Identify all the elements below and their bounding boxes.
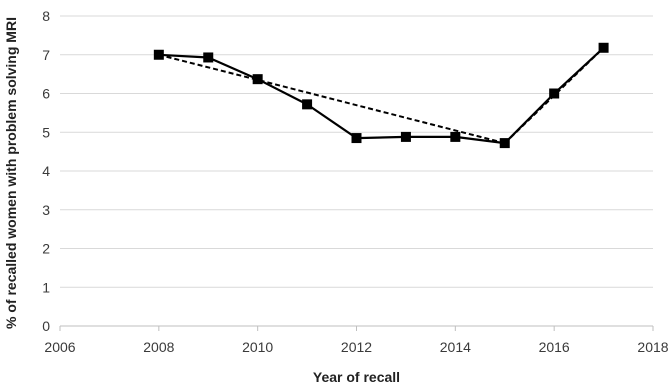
x-tick-label: 2006	[44, 339, 75, 355]
x-tick-label: 2016	[539, 339, 570, 355]
data-point-marker	[252, 74, 263, 85]
x-tick-label: 2010	[242, 339, 273, 355]
x-axis-title: Year of recall	[313, 369, 400, 385]
data-point-marker	[450, 131, 461, 142]
y-tick-label: 3	[42, 202, 50, 218]
data-point-marker	[549, 88, 560, 99]
y-tick-label: 8	[42, 8, 50, 24]
x-tick-label: 2012	[341, 339, 372, 355]
y-tick-label: 0	[42, 318, 50, 334]
y-tick-label: 4	[42, 163, 50, 179]
data-point-marker	[153, 49, 164, 60]
tick-labels: 0 1 2 3 4 5 6 7 8 2006 2008 2010 2012 2014 2016 2018	[42, 8, 669, 355]
series	[153, 42, 609, 149]
data-point-marker	[351, 133, 362, 144]
series-line	[158, 46, 605, 145]
x-tick-label: 2014	[440, 339, 471, 355]
x-tick-label: 2008	[143, 339, 174, 355]
axes	[59, 325, 654, 331]
data-point-marker	[598, 42, 609, 53]
y-tick-label: 7	[42, 47, 50, 63]
trend-line-dashed-1	[158, 53, 506, 145]
y-tick-label: 6	[42, 86, 50, 102]
gridlines	[60, 15, 653, 288]
data-point-marker	[400, 131, 411, 142]
data-point-marker	[499, 138, 510, 149]
y-tick-label: 5	[42, 124, 50, 140]
data-point-marker	[302, 99, 313, 110]
data-point-marker	[203, 52, 214, 63]
x-tick-label: 2018	[637, 339, 668, 355]
y-tick-label: 1	[42, 279, 50, 295]
y-axis-title: % of recalled women with problem solving…	[3, 17, 19, 329]
y-tick-label: 2	[42, 241, 50, 257]
